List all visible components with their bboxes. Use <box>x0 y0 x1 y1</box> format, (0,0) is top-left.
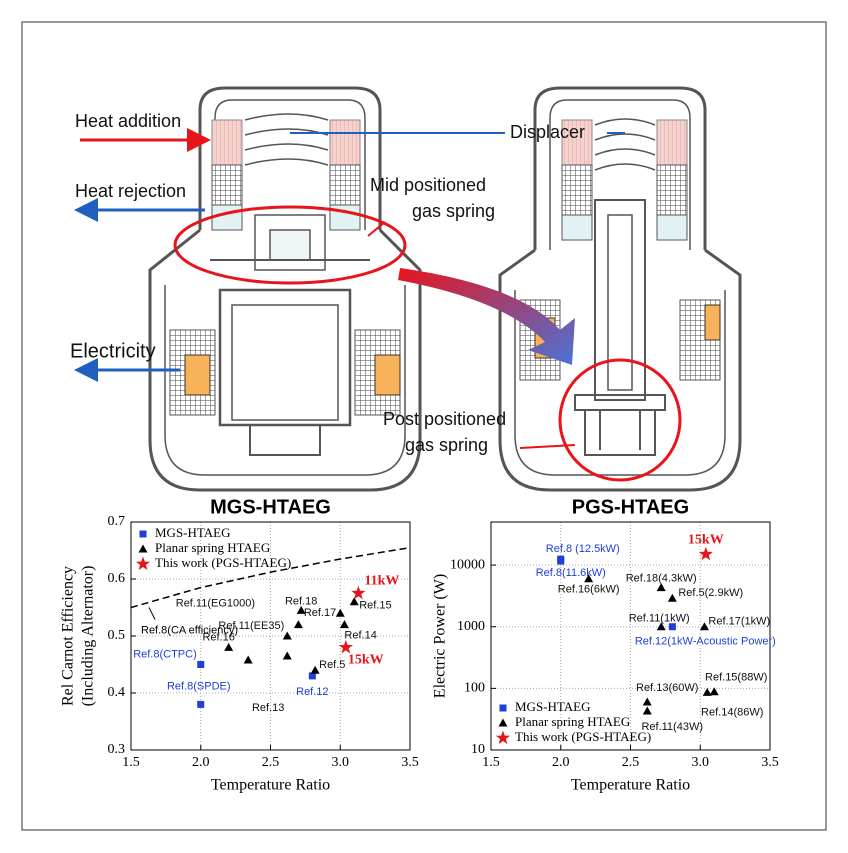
point-label: Ref.14 <box>344 630 376 642</box>
label: Heat rejection <box>75 181 186 201</box>
legend-label: MGS-HTAEG <box>155 525 231 540</box>
y-tick-label: 100 <box>464 681 485 696</box>
x-tick-label: 3.5 <box>761 755 779 770</box>
curve-pointer <box>149 608 155 620</box>
point <box>340 620 349 628</box>
point-label: Ref.11(EG1000) <box>176 598 255 610</box>
point-label: Ref.13 <box>252 702 284 714</box>
mgs-device <box>150 88 420 490</box>
point-label: Ref.5(2.9kW) <box>678 587 743 599</box>
y-axis-label: Electric Power (W) <box>432 574 449 698</box>
y-tick-label: 0.3 <box>108 742 126 757</box>
y-tick-label: 1000 <box>457 619 485 634</box>
y-tick-label: 10 <box>471 742 485 757</box>
legend-marker <box>496 731 510 745</box>
label: Electricity <box>70 340 156 362</box>
point-label: Ref.16(6kW) <box>558 584 620 596</box>
point <box>336 609 345 617</box>
point-label: 11kW <box>364 573 399 588</box>
legend-marker <box>136 557 150 571</box>
legend-label: Planar spring HTAEG <box>515 714 630 729</box>
legend-label: MGS-HTAEG <box>515 699 591 714</box>
legend-marker <box>500 705 507 712</box>
y-tick-label: 0.5 <box>108 628 126 643</box>
point-label: Ref.8(CTPC) <box>133 648 197 660</box>
point-label: Ref.15 <box>359 600 391 612</box>
point-label: Ref.12 <box>296 686 328 698</box>
point-label: Ref.5 <box>319 659 345 671</box>
point <box>339 640 353 654</box>
point <box>224 643 233 651</box>
point <box>643 706 652 714</box>
point-label: Ref.15(88W) <box>705 672 767 684</box>
point-label: Ref.16 <box>202 631 234 643</box>
point-label: Ref.18(4.3kW) <box>626 573 697 585</box>
y-tick-label: 0.4 <box>108 685 126 700</box>
legend-marker <box>139 545 148 553</box>
point-label: Ref.8(11.6kW) <box>536 567 606 579</box>
point <box>294 620 303 628</box>
post-spring-circle <box>560 360 680 480</box>
point-label: Ref.17 <box>304 607 336 619</box>
chart-title: PGS-HTAEG <box>572 496 689 518</box>
x-tick-label: 2.5 <box>262 755 280 770</box>
point <box>643 698 652 706</box>
label: gas spring <box>412 201 495 221</box>
x-axis-label: Temperature Ratio <box>211 777 330 794</box>
label: Post positioned <box>383 409 506 429</box>
legend-label: This work (PGS-HTAEG) <box>155 555 291 570</box>
point <box>197 701 204 708</box>
point <box>350 597 359 605</box>
label: Heat addition <box>75 111 181 131</box>
y-tick-label: 0.6 <box>108 571 126 586</box>
point <box>197 661 204 668</box>
point-label: 15kW <box>348 653 384 668</box>
y-tick-label: 0.7 <box>108 514 126 529</box>
point-label: Ref.11(EE35) <box>218 620 284 632</box>
x-axis-label: Temperature Ratio <box>571 777 690 794</box>
y-tick-label: 10000 <box>450 557 485 572</box>
x-tick-label: 1.5 <box>122 755 140 770</box>
y-axis-label: Rel Carnot Efficiency <box>60 566 77 706</box>
point <box>703 688 712 696</box>
point-label: Ref.13(60W) <box>636 682 698 694</box>
x-tick-label: 1.5 <box>482 755 500 770</box>
point-label: Ref.17(1kW) <box>708 616 770 628</box>
chart-title: MGS-HTAEG <box>210 496 331 518</box>
point <box>244 655 253 663</box>
legend-label: Planar spring HTAEG <box>155 540 270 555</box>
x-tick-label: 3.0 <box>332 755 350 770</box>
y-axis-label: (Including Alternator) <box>80 566 97 707</box>
x-tick-label: 2.5 <box>622 755 640 770</box>
point <box>283 651 292 659</box>
figure: Heat addition Heat rejection Displacer M… <box>0 0 848 853</box>
point-label: Ref.8(SPDE) <box>167 680 231 692</box>
legend-marker <box>140 531 147 538</box>
point-label: Ref.14(86W) <box>701 706 763 718</box>
label: Mid positioned <box>370 175 486 195</box>
point-label: Ref.12(1kW-Acoustic Power) <box>635 636 776 648</box>
point <box>710 687 719 695</box>
x-tick-label: 2.0 <box>552 755 570 770</box>
x-tick-label: 3.5 <box>401 755 419 770</box>
point-label: 15kW <box>688 532 724 547</box>
point-label: Ref.18 <box>285 595 317 607</box>
pgs-device <box>500 88 740 490</box>
label: Displacer <box>510 122 585 142</box>
point-label: Ref.11(1kW) <box>629 613 690 625</box>
point <box>351 586 365 600</box>
legend-marker <box>499 719 508 727</box>
point-label: Ref.8 (12.5kW) <box>546 543 620 555</box>
point <box>668 594 677 602</box>
legend-label: This work (PGS-HTAEG) <box>515 729 651 744</box>
x-tick-label: 2.0 <box>192 755 210 770</box>
point <box>699 547 713 561</box>
x-tick-label: 3.0 <box>692 755 710 770</box>
point <box>557 558 564 565</box>
label: gas spring <box>405 435 488 455</box>
